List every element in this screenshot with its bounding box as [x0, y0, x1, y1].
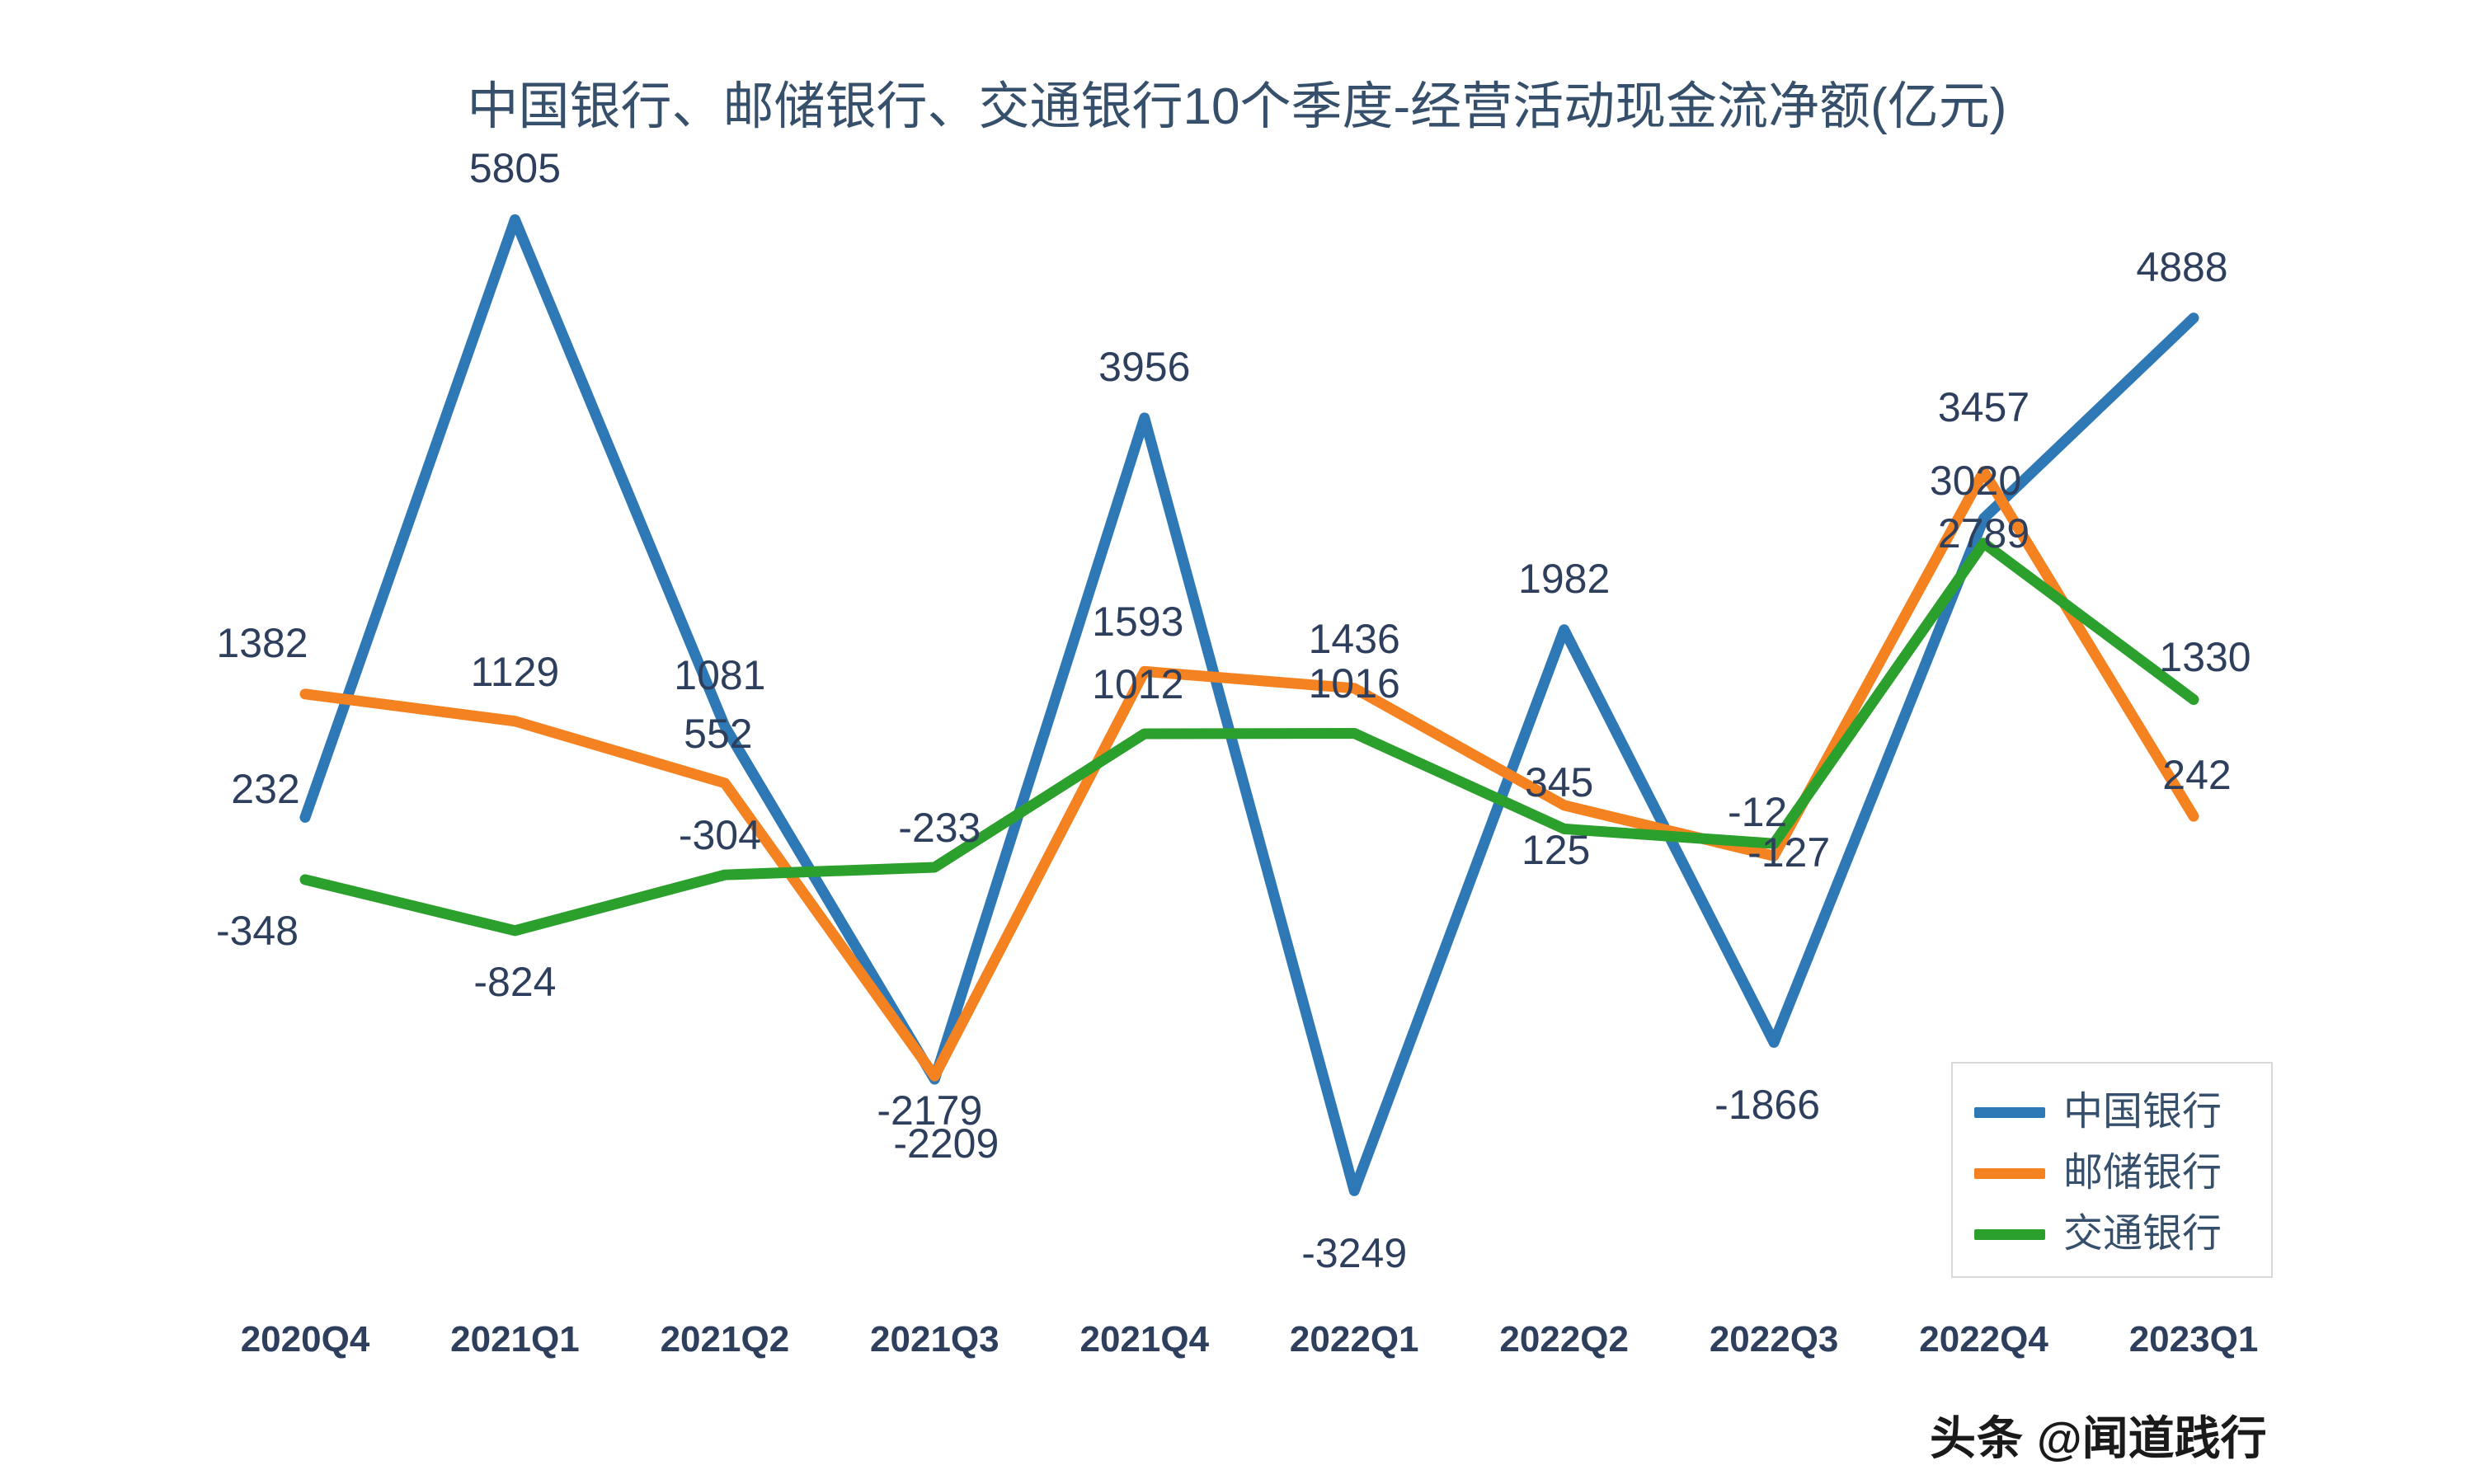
series-line-1	[299, 466, 2199, 1082]
x-tick-2020Q4: 2020Q4	[240, 1319, 370, 1360]
watermark-brand: 头条	[1930, 1412, 2024, 1464]
data-label: -1866	[1714, 1082, 1821, 1129]
data-label: 232	[231, 766, 300, 813]
data-label: -824	[473, 958, 557, 1005]
x-tick-2022Q3: 2022Q3	[1709, 1319, 1839, 1360]
x-tick-2023Q1: 2023Q1	[2128, 1319, 2259, 1360]
data-label: -12	[1727, 789, 1788, 836]
data-label: -127	[1747, 829, 1831, 876]
legend-item-label: 邮储银行	[2063, 1151, 2222, 1195]
data-label: 3020	[1929, 457, 2022, 504]
chart-legend: 中国银行邮储银行交通银行	[1951, 1062, 2273, 1278]
chart-title: 中国银行、邮储银行、交通银行10个季度-经营活动现金流净额(亿元)	[467, 78, 2007, 135]
data-label: 242	[2162, 752, 2232, 799]
data-label: 3956	[1098, 343, 1191, 390]
data-label: 4888	[2136, 243, 2228, 290]
data-label: -304	[678, 812, 761, 859]
series-line-0	[299, 214, 2199, 1196]
data-label: 1129	[470, 648, 560, 695]
data-label: -3249	[1301, 1230, 1408, 1277]
legend-swatch-icon	[1974, 1106, 2045, 1118]
data-label: 552	[684, 710, 753, 757]
data-label: 5805	[468, 145, 562, 192]
x-tick-2021Q2: 2021Q2	[660, 1319, 790, 1360]
data-label: 1330	[2159, 633, 2251, 680]
x-tick-2022Q1: 2022Q1	[1289, 1319, 1419, 1360]
data-label: 1012	[1092, 660, 1184, 707]
legend-swatch-icon	[1974, 1228, 2045, 1240]
data-label: 1982	[1518, 555, 1611, 602]
data-label: 1081	[674, 651, 766, 698]
data-label: 1016	[1308, 660, 1400, 707]
legend-item-2[interactable]: 交通银行	[1974, 1204, 2271, 1265]
data-label: 1436	[1308, 615, 1400, 662]
x-tick-2021Q3: 2021Q3	[870, 1319, 999, 1360]
watermark: 头条 @闻道践行	[1930, 1402, 2267, 1468]
data-label: -2209	[893, 1120, 999, 1167]
watermark-handle: @闻道践行	[2037, 1412, 2267, 1464]
data-label: 125	[1521, 827, 1591, 874]
data-label: 1382	[216, 619, 308, 666]
data-label: -2179	[877, 1087, 983, 1134]
legend-item-0[interactable]: 中国银行	[1974, 1082, 2271, 1143]
data-label: 1593	[1092, 599, 1184, 646]
legend-swatch-icon	[1974, 1167, 2045, 1179]
legend-item-1[interactable]: 邮储银行	[1974, 1143, 2271, 1204]
data-label: -348	[215, 907, 299, 954]
series-line-2	[299, 538, 2199, 937]
x-axis-tick-labels: 2020Q4 2021Q1 2021Q2 2021Q3 2021Q4 2022Q1 2022…	[0, 1319, 2474, 1369]
x-tick-2021Q1: 2021Q1	[450, 1319, 580, 1360]
data-label: 345	[1524, 758, 1594, 805]
data-label: -233	[898, 804, 981, 851]
x-tick-2022Q2: 2022Q2	[1499, 1319, 1629, 1360]
legend-item-label: 中国银行	[2063, 1090, 2222, 1134]
x-tick-2021Q4: 2021Q4	[1079, 1319, 1210, 1360]
data-label: 3457	[1937, 383, 2030, 430]
x-tick-2022Q4: 2022Q4	[1919, 1319, 2048, 1360]
legend-item-label: 交通银行	[2063, 1212, 2222, 1256]
data-label: 2789	[1937, 510, 2030, 556]
